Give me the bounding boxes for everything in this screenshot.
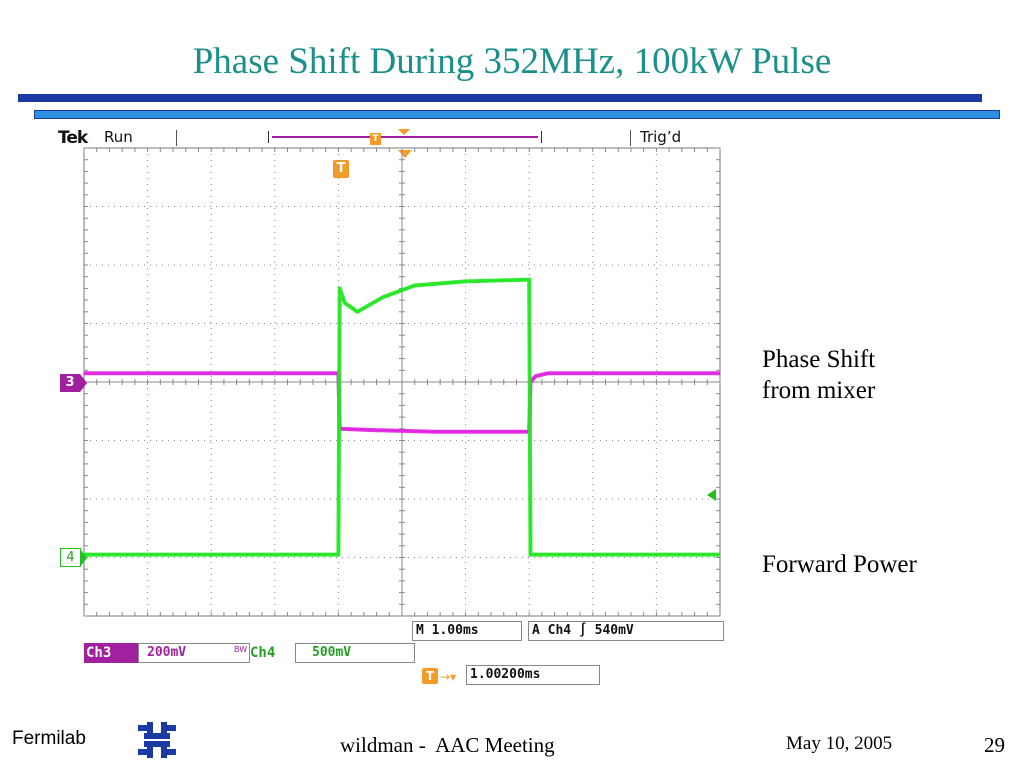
trigger-time-marker: T xyxy=(333,160,349,178)
ch3-scale-readout: 200mV xyxy=(138,643,250,663)
waveform-traces xyxy=(84,277,720,557)
ch4-label: Ch4 xyxy=(250,645,276,661)
trigger-arrow-icon: →▾ xyxy=(440,670,457,684)
trigger-position-arrow-icon xyxy=(398,150,412,158)
graticule xyxy=(83,147,721,617)
trigger-position-icon: T xyxy=(422,668,438,684)
forward-power-annotation: Forward Power xyxy=(762,551,917,578)
ch4-marker-arrow-icon xyxy=(80,549,87,567)
scope-brand: Tek xyxy=(58,128,88,148)
trigger-readout: A Ch4 ∫ 540mV xyxy=(528,621,724,641)
footer-presenter: wildman - AAC Meeting xyxy=(340,733,555,757)
ch4-scale-readout: 500mV xyxy=(295,643,415,663)
phase-label-line1: Phase Shift xyxy=(762,346,876,373)
trigger-level-marker-icon xyxy=(707,489,716,501)
ch3-marker-arrow-icon xyxy=(80,374,87,392)
trigger-position-readout: 1.00200ms xyxy=(466,665,600,685)
trace-edge-ch4 xyxy=(84,278,720,556)
record-trigger-marker: T xyxy=(370,133,381,145)
slide-title: Phase Shift During 352MHz, 100kW Pulse xyxy=(192,41,832,82)
record-position-bar xyxy=(268,131,542,143)
timebase-readout: M 1.00ms xyxy=(412,621,522,641)
footer-date: May 10, 2005 xyxy=(786,733,893,754)
status-separator xyxy=(630,130,631,146)
footer-organization: Fermilab xyxy=(12,728,86,749)
acquisition-state: Run xyxy=(104,128,133,146)
phase-label-line2: from mixer xyxy=(762,377,876,404)
trigger-state: Trig’d xyxy=(640,128,682,146)
phase-shift-annotation: Phase Shift from mixer xyxy=(762,344,875,406)
waveform-display xyxy=(83,147,721,617)
page-number: 29 xyxy=(984,733,1005,757)
record-position-arrow-icon xyxy=(398,129,410,135)
ch4-ground-marker: 4 xyxy=(60,548,81,567)
ch3-ground-marker: 3 xyxy=(60,374,80,392)
bandwidth-limit-icon: BW xyxy=(234,645,248,654)
title-rule-light xyxy=(34,110,1000,119)
status-separator xyxy=(176,130,177,146)
fermilab-logo-icon xyxy=(138,722,176,758)
ch3-label: Ch3 xyxy=(84,643,138,663)
record-window-line xyxy=(272,136,538,138)
title-rule-dark xyxy=(18,94,982,102)
